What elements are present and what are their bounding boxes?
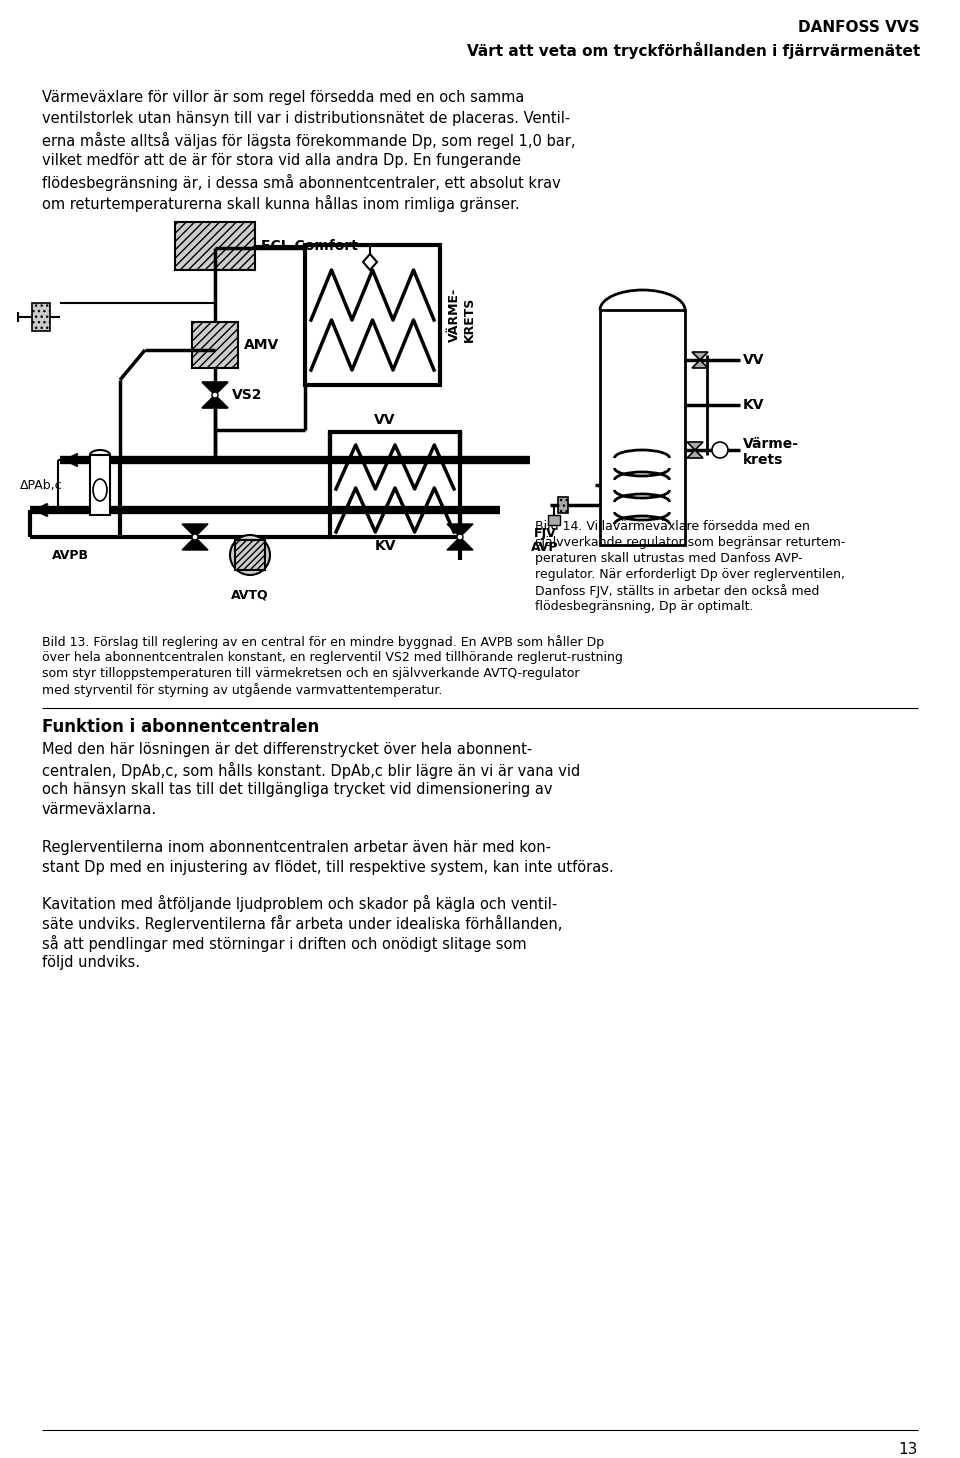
Text: så att pendlingar med störningar i driften och onödigt slitage som: så att pendlingar med störningar i drift…	[42, 935, 527, 952]
Text: Värt att veta om tryckförhållanden i fjärrvärmenätet: Värt att veta om tryckförhållanden i fjä…	[467, 42, 920, 58]
Polygon shape	[202, 382, 228, 395]
Bar	[235, 539, 265, 570]
Text: DANFOSS VVS: DANFOSS VVS	[799, 20, 920, 35]
Text: krets: krets	[743, 453, 783, 467]
Text: Värmeväxlare för villor är som regel försedda med en och samma: Värmeväxlare för villor är som regel för…	[42, 90, 524, 105]
Text: ΔPAb,c: ΔPAb,c	[20, 478, 62, 491]
Bar	[548, 515, 560, 525]
Text: AMV: AMV	[244, 338, 279, 351]
Text: ECL Comfort: ECL Comfort	[261, 239, 358, 254]
Bar	[600, 311, 685, 545]
Polygon shape	[692, 351, 708, 360]
Text: FJV: FJV	[534, 526, 557, 539]
Bar	[330, 432, 460, 537]
Bar	[305, 245, 440, 385]
Text: 13: 13	[899, 1442, 918, 1457]
Polygon shape	[202, 395, 228, 408]
Text: vilket medför att de är för stora vid alla andra Dp. En fungerande: vilket medför att de är för stora vid al…	[42, 153, 521, 168]
Text: AVPB: AVPB	[52, 548, 88, 561]
Text: flödesbegränsning är, i dessa små abonnentcentraler, ett absolut krav: flödesbegränsning är, i dessa små abonne…	[42, 174, 561, 191]
Text: VV: VV	[374, 413, 396, 427]
Text: ventilstorlek utan hänsyn till var i distributionsnätet de placeras. Ventil-: ventilstorlek utan hänsyn till var i dis…	[42, 111, 570, 125]
Text: centralen, DpAb,c, som hålls konstant. DpAb,c blir lägre än vi är vana vid: centralen, DpAb,c, som hålls konstant. D…	[42, 763, 580, 779]
Text: som styr tilloppstemperaturen till värmekretsen och en självverkande AVTQ-regula: som styr tilloppstemperaturen till värme…	[42, 666, 580, 679]
Text: AVP: AVP	[531, 541, 559, 554]
Text: KV: KV	[374, 539, 396, 553]
Polygon shape	[182, 523, 208, 537]
Text: regulator. När erforderligt Dp över reglerventilen,: regulator. När erforderligt Dp över regl…	[535, 569, 845, 580]
Circle shape	[230, 535, 270, 574]
Text: KV: KV	[743, 398, 764, 413]
Bar	[90, 455, 110, 515]
Text: och hänsyn skall tas till det tillgängliga trycket vid dimensionering av: och hänsyn skall tas till det tillgängli…	[42, 781, 553, 798]
Text: flödesbegränsning, Dp är optimalt.: flödesbegränsning, Dp är optimalt.	[535, 601, 754, 612]
Text: VÄRME-
KRETS: VÄRME- KRETS	[448, 287, 476, 343]
Polygon shape	[363, 254, 377, 270]
Text: Danfoss FJV, ställts in arbetar den också med: Danfoss FJV, ställts in arbetar den ocks…	[535, 585, 820, 598]
Polygon shape	[692, 360, 708, 367]
Circle shape	[212, 392, 218, 398]
Polygon shape	[447, 523, 473, 537]
Circle shape	[457, 534, 463, 539]
Text: Bild 14. Villavärmeväxlare försedda med en: Bild 14. Villavärmeväxlare försedda med …	[535, 521, 810, 534]
Bar	[192, 322, 238, 367]
Bar	[558, 497, 568, 513]
Text: Med den här lösningen är det differenstrycket över hela abonnent-: Med den här lösningen är det differenstr…	[42, 742, 532, 757]
Text: följd undviks.: följd undviks.	[42, 955, 140, 970]
Text: om returtemperaturerna skall kunna hållas inom rimliga gränser.: om returtemperaturerna skall kunna hålla…	[42, 195, 519, 211]
Text: VS2: VS2	[232, 388, 262, 402]
Text: Bild 13. Förslag till reglering av en central för en mindre byggnad. En AVPB som: Bild 13. Förslag till reglering av en ce…	[42, 636, 604, 649]
Text: Kavitation med åtföljande ljudproblem och skador på kägla och ventil-: Kavitation med åtföljande ljudproblem oc…	[42, 895, 557, 913]
Text: stant Dp med en injustering av flödet, till respektive system, kan inte utföras.: stant Dp med en injustering av flödet, t…	[42, 860, 613, 875]
Text: säte undviks. Reglerventilerna får arbeta under idealiska förhållanden,: säte undviks. Reglerventilerna får arbet…	[42, 916, 563, 932]
Polygon shape	[447, 537, 473, 550]
Circle shape	[712, 442, 728, 458]
Text: Funktion i abonnentcentralen: Funktion i abonnentcentralen	[42, 717, 320, 736]
Text: över hela abonnentcentralen konstant, en reglerventil VS2 med tillhörande regler: över hela abonnentcentralen konstant, en…	[42, 652, 623, 663]
Text: med styrventil för styrning av utgående varmvattentemperatur.: med styrventil för styrning av utgående …	[42, 682, 443, 697]
Text: självverkande regulator som begränsar returtem-: självverkande regulator som begränsar re…	[535, 537, 846, 550]
Polygon shape	[687, 442, 703, 451]
Text: AVTQ: AVTQ	[231, 589, 269, 602]
Text: värmeväxlarna.: värmeväxlarna.	[42, 802, 157, 816]
Text: peraturen skall utrustas med Danfoss AVP-: peraturen skall utrustas med Danfoss AVP…	[535, 553, 803, 566]
Text: VV: VV	[743, 353, 764, 367]
Polygon shape	[687, 451, 703, 458]
Ellipse shape	[93, 480, 107, 502]
Bar	[175, 222, 255, 270]
Circle shape	[192, 534, 198, 539]
Polygon shape	[182, 537, 208, 550]
Bar	[32, 303, 50, 331]
Text: erna måste alltså väljas för lägsta förekommande Dp, som regel 1,0 bar,: erna måste alltså väljas för lägsta före…	[42, 133, 575, 149]
Text: Reglerventilerna inom abonnentcentralen arbetar även här med kon-: Reglerventilerna inom abonnentcentralen …	[42, 840, 551, 854]
Text: Värme-: Värme-	[743, 437, 799, 451]
